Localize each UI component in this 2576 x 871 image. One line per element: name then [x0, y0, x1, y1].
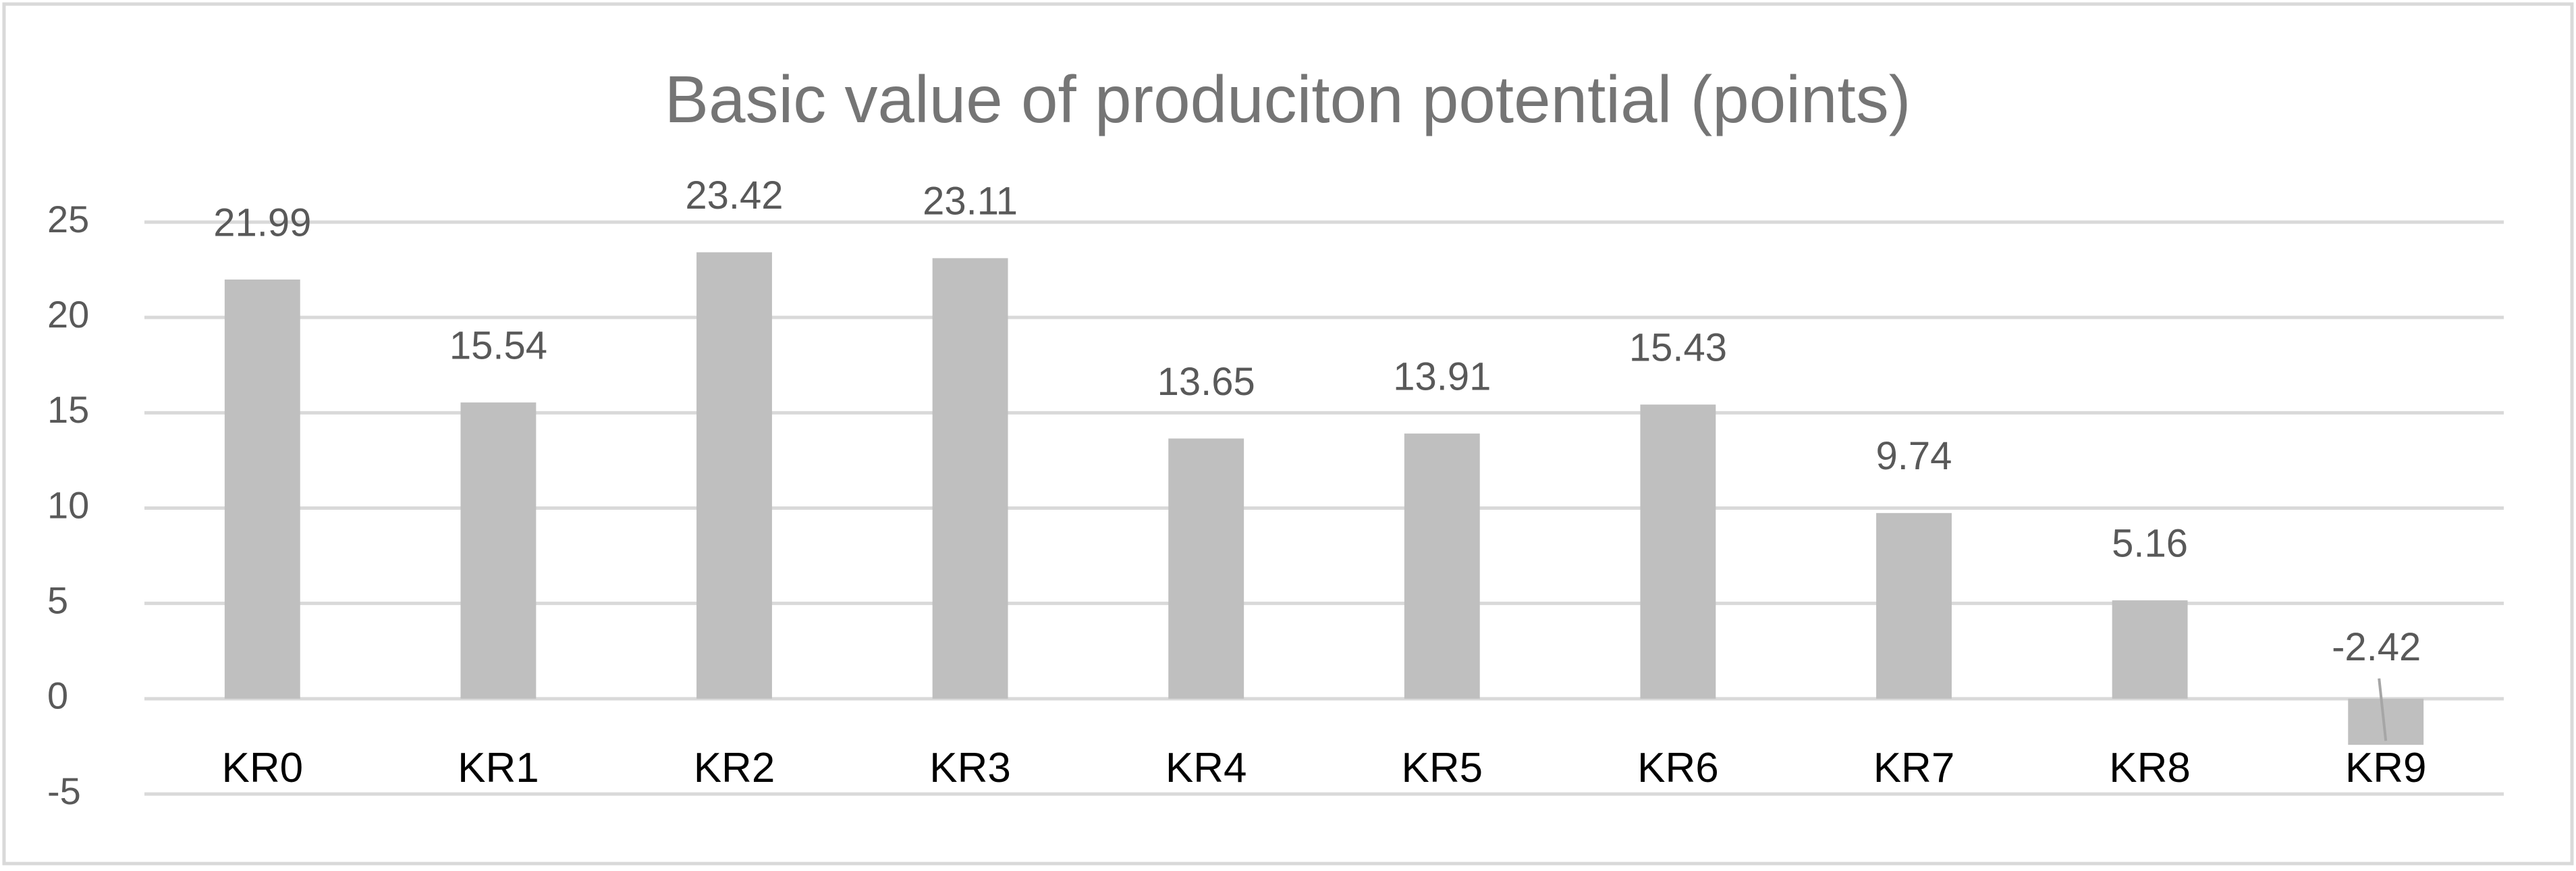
x-tick-label: KR8	[2109, 745, 2191, 791]
chart-title: Basic value of produciton potential (poi…	[665, 62, 1911, 136]
data-label: -2.42	[2332, 625, 2421, 669]
data-label: 23.42	[685, 174, 783, 217]
x-tick-label: KR3	[929, 745, 1011, 791]
data-label: 13.65	[1157, 360, 1255, 404]
x-tick-label: KR1	[458, 745, 539, 791]
data-label: 15.54	[449, 323, 547, 367]
bar	[460, 402, 537, 699]
x-tick-label: KR6	[1637, 745, 1719, 791]
x-tick-label: KR2	[694, 745, 775, 791]
bar	[696, 252, 772, 699]
bar	[1640, 404, 1716, 699]
x-tick-label: KR7	[1873, 745, 1955, 791]
y-tick-label: 10	[47, 483, 89, 526]
y-tick-label: 20	[47, 293, 89, 336]
data-label: 9.74	[1876, 434, 1952, 478]
bar	[1168, 438, 1244, 699]
x-tick-label: KR5	[1401, 745, 1483, 791]
data-label: 15.43	[1629, 326, 1727, 370]
y-tick-label: 25	[47, 198, 89, 240]
y-tick-label: 5	[47, 579, 68, 621]
bar	[2112, 600, 2188, 699]
leader-line	[2378, 678, 2388, 741]
data-label: 23.11	[923, 180, 1018, 223]
y-tick-label: 0	[47, 675, 68, 717]
x-tick-label: KR4	[1166, 745, 1247, 791]
data-label: 21.99	[213, 201, 311, 244]
x-tick-label: KR0	[221, 745, 303, 791]
bar	[1876, 512, 1952, 699]
bar	[224, 279, 300, 699]
x-tick-label: KR9	[2345, 745, 2427, 791]
data-label: 5.16	[2112, 521, 2188, 565]
bar	[932, 258, 1008, 699]
y-tick-label: -5	[47, 770, 81, 812]
data-label: 13.91	[1393, 354, 1491, 398]
y-tick-label: 15	[47, 388, 89, 431]
bar	[1404, 433, 1480, 699]
